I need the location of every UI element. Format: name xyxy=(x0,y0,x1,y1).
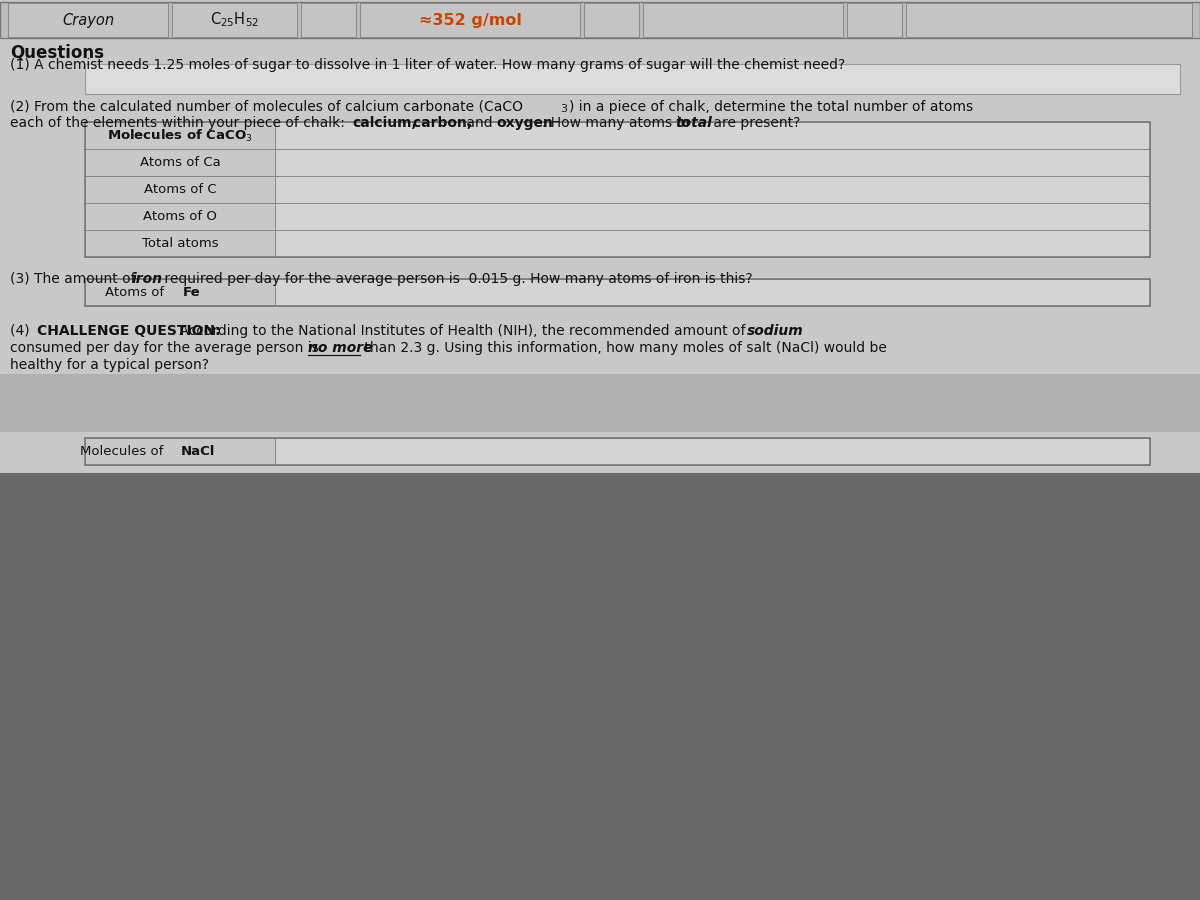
Text: CHALLENGE QUESTION:: CHALLENGE QUESTION: xyxy=(37,324,221,338)
FancyBboxPatch shape xyxy=(275,279,1150,306)
FancyBboxPatch shape xyxy=(275,438,1150,465)
FancyBboxPatch shape xyxy=(275,230,1150,257)
Text: consumed per day for the average person is: consumed per day for the average person … xyxy=(10,341,323,355)
Text: (1) A chemist needs 1.25 moles of sugar to dissolve in 1 liter of water. How man: (1) A chemist needs 1.25 moles of sugar … xyxy=(10,58,845,72)
Text: each of the elements within your piece of chalk:: each of the elements within your piece o… xyxy=(10,116,349,130)
FancyBboxPatch shape xyxy=(172,3,298,37)
Text: than 2.3 g. Using this information, how many moles of salt (NaCl) would be: than 2.3 g. Using this information, how … xyxy=(360,341,887,355)
FancyBboxPatch shape xyxy=(85,122,275,149)
Text: carbon,: carbon, xyxy=(408,116,472,130)
FancyBboxPatch shape xyxy=(275,203,1150,230)
Text: total: total xyxy=(674,116,712,130)
FancyBboxPatch shape xyxy=(85,176,275,203)
FancyBboxPatch shape xyxy=(275,149,1150,176)
Text: Molecules of: Molecules of xyxy=(80,445,168,458)
Text: and: and xyxy=(462,116,497,130)
Text: NaCl: NaCl xyxy=(181,445,215,458)
FancyBboxPatch shape xyxy=(275,122,1150,149)
Text: ) in a piece of chalk, determine the total number of atoms: ) in a piece of chalk, determine the tot… xyxy=(569,100,973,114)
Text: healthy for a typical person?: healthy for a typical person? xyxy=(10,358,209,372)
FancyBboxPatch shape xyxy=(85,64,1180,94)
Text: Atoms of: Atoms of xyxy=(104,286,168,299)
FancyBboxPatch shape xyxy=(360,3,580,37)
Text: Atoms of C: Atoms of C xyxy=(144,183,216,196)
Text: no more: no more xyxy=(308,341,372,355)
Text: required per day for the average person is  0.015 g. How many atoms of iron is t: required per day for the average person … xyxy=(160,272,752,286)
Text: (3) The amount of: (3) The amount of xyxy=(10,272,140,286)
Text: are present?: are present? xyxy=(709,116,800,130)
Text: sodium: sodium xyxy=(746,324,804,338)
FancyBboxPatch shape xyxy=(275,176,1150,203)
Text: iron: iron xyxy=(132,272,163,286)
Text: C$_{25}$H$_{52}$: C$_{25}$H$_{52}$ xyxy=(210,11,258,30)
FancyBboxPatch shape xyxy=(584,3,640,37)
Text: (4): (4) xyxy=(10,324,34,338)
Text: (2) From the calculated number of molecules of calcium carbonate (CaCO: (2) From the calculated number of molecu… xyxy=(10,100,523,114)
FancyBboxPatch shape xyxy=(847,3,902,37)
FancyBboxPatch shape xyxy=(85,203,275,230)
Text: ≈352 g/mol: ≈352 g/mol xyxy=(419,13,522,28)
FancyBboxPatch shape xyxy=(85,279,275,306)
FancyBboxPatch shape xyxy=(0,473,1200,900)
Text: calcium,: calcium, xyxy=(352,116,416,130)
Text: Atoms of Ca: Atoms of Ca xyxy=(139,156,221,169)
FancyBboxPatch shape xyxy=(906,3,1192,37)
Text: 3: 3 xyxy=(560,104,568,114)
FancyBboxPatch shape xyxy=(0,2,1200,38)
Text: According to the National Institutes of Health (NIH), the recommended amount of: According to the National Institutes of … xyxy=(175,324,750,338)
Text: Fe: Fe xyxy=(184,286,200,299)
Text: Total atoms: Total atoms xyxy=(142,237,218,250)
Text: Crayon: Crayon xyxy=(62,13,114,28)
FancyBboxPatch shape xyxy=(85,438,275,465)
Text: Questions: Questions xyxy=(10,43,104,61)
Text: . How many atoms in: . How many atoms in xyxy=(542,116,694,130)
Text: Molecules of CaCO$_3$: Molecules of CaCO$_3$ xyxy=(107,128,253,143)
FancyBboxPatch shape xyxy=(8,3,168,37)
Text: oxygen: oxygen xyxy=(496,116,553,130)
FancyBboxPatch shape xyxy=(0,374,1200,432)
FancyBboxPatch shape xyxy=(301,3,356,37)
FancyBboxPatch shape xyxy=(85,149,275,176)
Text: Atoms of O: Atoms of O xyxy=(143,210,217,223)
FancyBboxPatch shape xyxy=(643,3,842,37)
FancyBboxPatch shape xyxy=(85,230,275,257)
